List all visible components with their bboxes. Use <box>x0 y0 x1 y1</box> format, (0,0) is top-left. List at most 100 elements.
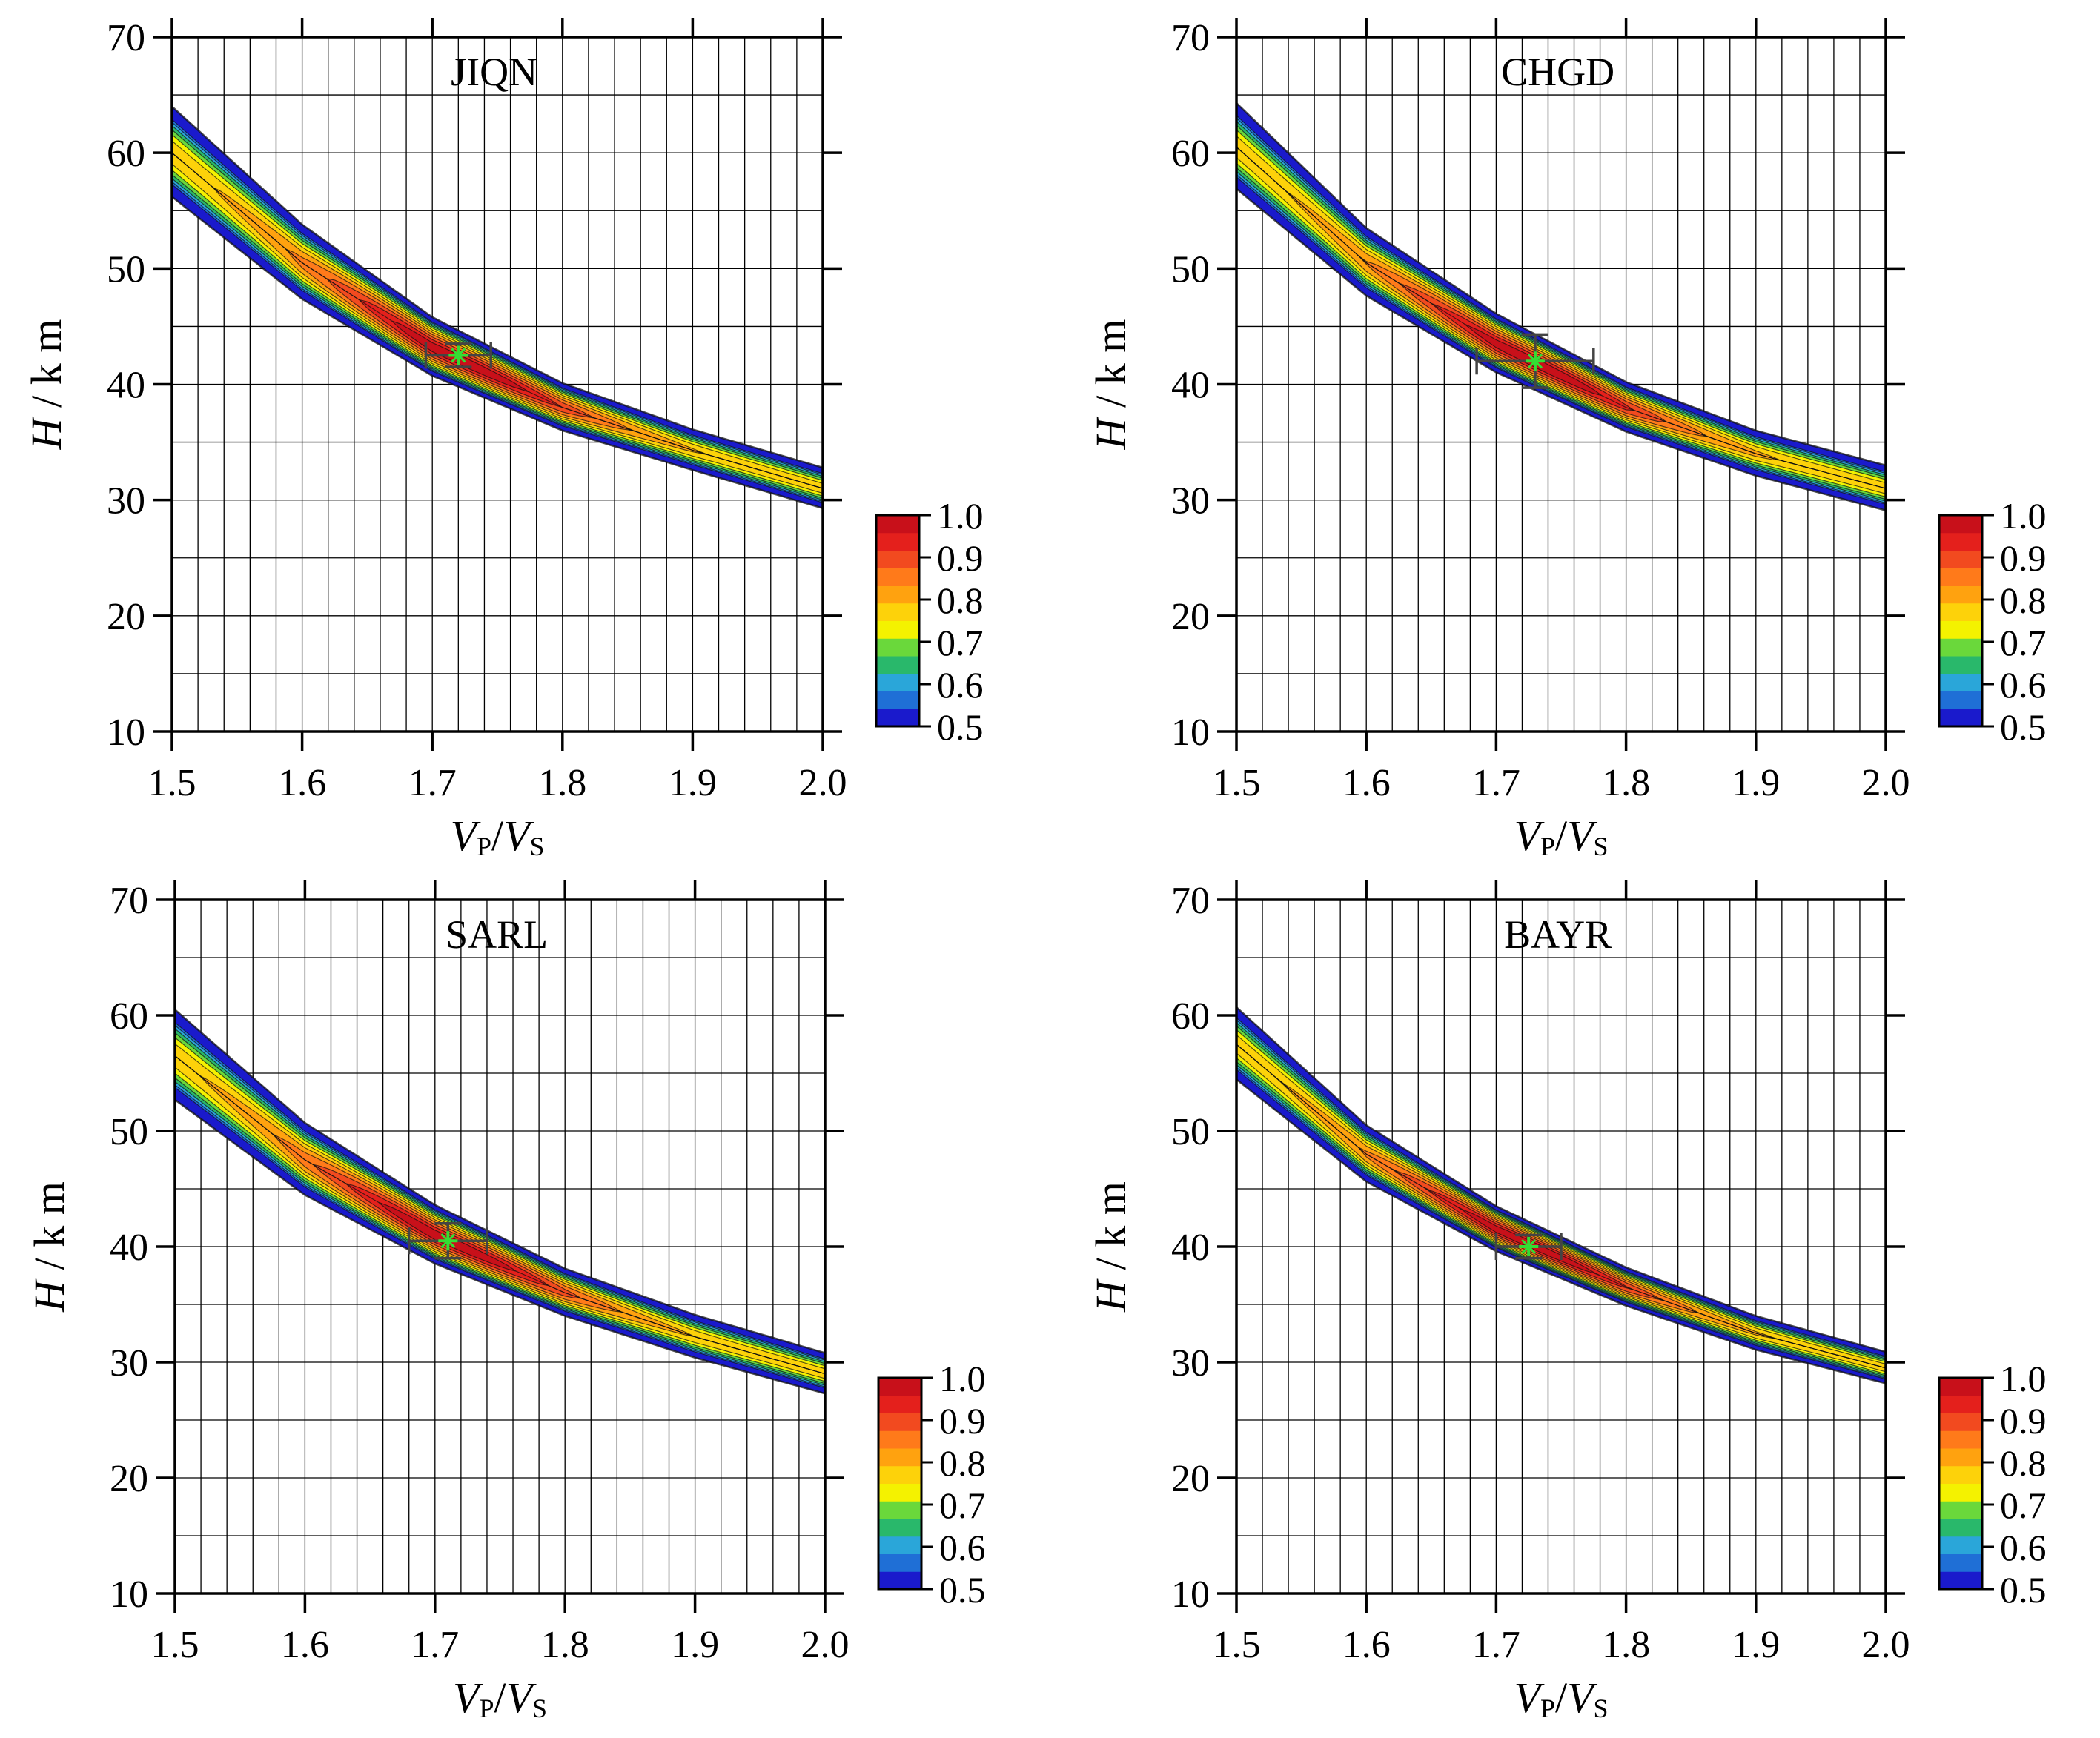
y-tick-label: 30 <box>107 480 145 523</box>
colorbar-swatch <box>878 1483 921 1502</box>
colorbar-swatch <box>876 515 919 534</box>
y-tick-label: 30 <box>110 1342 148 1384</box>
misfit-contours <box>1235 101 1887 512</box>
contour-level-9 <box>1236 1044 1887 1369</box>
ticks: 1.5 1.6 1.7 1.8 1.9 2.0 10 20 30 40 50 60 70 <box>1171 880 1910 1666</box>
colorbar-tick-label: 0.6 <box>2000 1527 2047 1568</box>
y-tick-label: 60 <box>107 133 145 175</box>
colorbar-tick-label: 1.0 <box>2000 1358 2047 1399</box>
panel-title: BAYR <box>1504 912 1612 957</box>
y-tick-label: 10 <box>1171 712 1210 754</box>
grid <box>1236 900 1886 1593</box>
colorbar-swatch <box>878 1519 921 1537</box>
colorbar-swatch <box>876 568 919 586</box>
ticks: 1.5 1.6 1.7 1.8 1.9 2.0 10 20 30 40 50 60 70 <box>107 17 847 804</box>
colorbar: 1.00.90.80.70.60.5 <box>875 495 984 748</box>
colorbar-swatch <box>876 620 919 639</box>
ticks: 1.5 1.6 1.7 1.8 1.9 2.0 10 20 30 40 50 60 70 <box>110 880 849 1666</box>
colorbar-tick-label: 0.7 <box>937 622 984 663</box>
colorbar-swatch <box>878 1536 921 1554</box>
x-tick-label: 1.8 <box>1602 1624 1650 1666</box>
x-tick-label: 1.6 <box>278 762 326 804</box>
x-axis-label: VP/VS <box>1514 812 1609 861</box>
x-tick-label: 1.6 <box>1342 1624 1391 1666</box>
colorbar-tick-label: 1.0 <box>2000 495 2047 537</box>
x-tick-label: 1.9 <box>669 762 717 804</box>
x-tick-label: 1.6 <box>1342 762 1391 804</box>
contour-level-3 <box>1236 1021 1887 1378</box>
colorbar-swatch <box>878 1378 921 1396</box>
y-tick-label: 50 <box>1171 1111 1210 1153</box>
colorbar-swatch <box>1939 1430 1982 1449</box>
x-tick-label: 1.8 <box>1602 762 1650 804</box>
colorbar-swatch <box>876 638 919 657</box>
y-tick-label: 30 <box>1171 1342 1210 1384</box>
y-axis-label: H / k m <box>22 319 70 451</box>
y-tick-label: 40 <box>110 1227 148 1269</box>
colorbar-swatch <box>1939 1378 1982 1396</box>
panel-title: JIQN <box>451 50 537 94</box>
colorbar-swatch <box>1939 1553 1982 1572</box>
y-tick-label: 10 <box>110 1573 148 1616</box>
y-tick-label: 50 <box>110 1111 148 1153</box>
x-tick-label: 2.0 <box>1862 762 1910 804</box>
colorbar-tick-label: 0.9 <box>939 1400 986 1442</box>
y-axis-label: H / k m <box>1087 319 1135 451</box>
colorbar-swatch <box>1939 709 1982 727</box>
panel-chgd: 1.5 1.6 1.7 1.8 1.9 2.0 10 20 30 40 50 60 70 CHGD VP/V… <box>1087 17 2047 861</box>
misfit-contours <box>1235 1005 1887 1385</box>
contour-level-1 <box>171 118 824 503</box>
colorbar-swatch <box>1939 1501 1982 1519</box>
x-tick-label: 1.5 <box>1213 1624 1261 1666</box>
best-fit-marker <box>1519 1237 1539 1256</box>
colorbar-tick-label: 0.5 <box>937 706 984 748</box>
x-axis-label: VP/VS <box>451 812 545 861</box>
x-tick-label: 1.5 <box>148 762 196 804</box>
panel-sarl: 1.5 1.6 1.7 1.8 1.9 2.0 10 20 30 40 50 60 70 SARL VP/V… <box>25 880 986 1723</box>
y-tick-label: 60 <box>110 995 148 1038</box>
y-tick-label: 20 <box>107 596 145 638</box>
x-tick-label: 1.9 <box>1732 1624 1780 1666</box>
contour-level-2 <box>174 1024 826 1387</box>
colorbar-swatch <box>1939 673 1982 691</box>
y-tick-label: 70 <box>1171 17 1210 59</box>
colorbar-swatch <box>1939 1395 1982 1413</box>
colorbar-swatch <box>1939 515 1982 534</box>
x-tick-label: 1.7 <box>1472 1624 1520 1666</box>
colorbar-tick-label: 0.8 <box>2000 1442 2047 1484</box>
y-tick-label: 60 <box>1171 133 1210 175</box>
colorbar-swatch <box>878 1465 921 1484</box>
colorbar-swatch <box>876 691 919 709</box>
x-tick-label: 2.0 <box>801 1624 849 1666</box>
colorbar-swatch <box>1939 550 1982 568</box>
y-tick-label: 20 <box>1171 1458 1210 1500</box>
contour-level-10 <box>1236 1044 1887 1369</box>
x-axis-label: VP/VS <box>1514 1674 1609 1723</box>
y-tick-label: 40 <box>1171 1227 1210 1269</box>
colorbar-swatch <box>1939 1483 1982 1502</box>
colorbar-tick-label: 0.8 <box>937 580 984 621</box>
x-axis-label: VP/VS <box>453 1674 547 1723</box>
contour-level-4 <box>1236 1024 1887 1376</box>
colorbar-swatch <box>1939 1536 1982 1554</box>
colorbar-tick-label: 0.7 <box>2000 1485 2047 1526</box>
colorbar-swatch <box>1939 656 1982 674</box>
colorbar-swatch <box>1939 638 1982 657</box>
misfit-contours <box>170 104 824 510</box>
colorbar-swatch <box>878 1395 921 1413</box>
colorbar-swatch <box>878 1501 921 1519</box>
x-tick-label: 1.9 <box>1732 762 1780 804</box>
colorbar-swatch <box>1939 1448 1982 1467</box>
colorbar-tick-label: 0.6 <box>2000 664 2047 706</box>
panel-jiqn: 1.5 1.6 1.7 1.8 1.9 2.0 10 20 30 40 50 60 70 JIQN VP/V… <box>22 17 984 861</box>
colorbar-swatch <box>1939 1413 1982 1431</box>
colorbar-swatch <box>1939 586 1982 604</box>
panel-bayr: 1.5 1.6 1.7 1.8 1.9 2.0 10 20 30 40 50 60 70 BAYR VP/V… <box>1087 880 2047 1723</box>
x-tick-label: 1.7 <box>1472 762 1520 804</box>
y-tick-label: 10 <box>107 712 145 754</box>
colorbar-swatch <box>878 1413 921 1431</box>
colorbar-swatch <box>878 1553 921 1572</box>
panel-title: SARL <box>445 912 548 957</box>
colorbar-swatch <box>1939 1465 1982 1484</box>
